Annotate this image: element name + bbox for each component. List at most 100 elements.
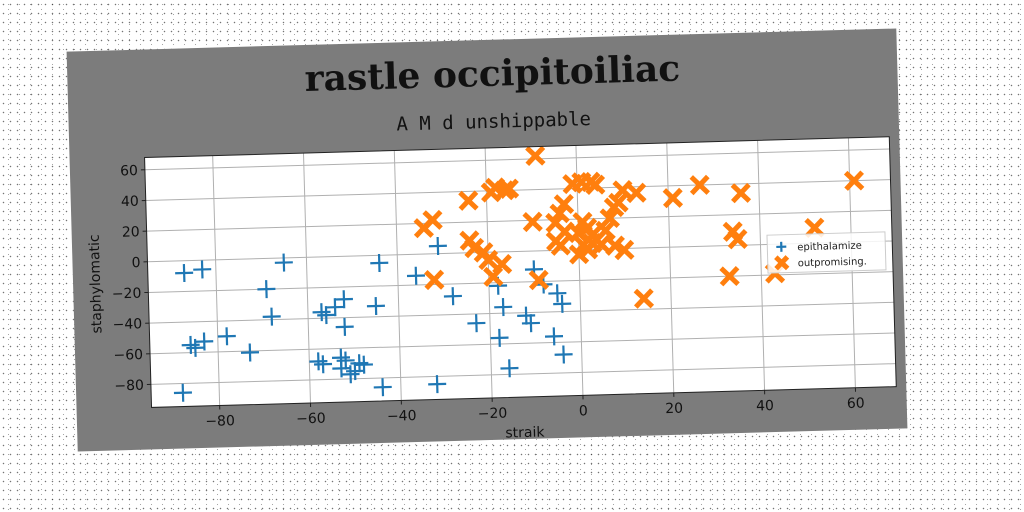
x-marker-point (498, 178, 520, 199)
y-tick-label: −60 (113, 347, 143, 364)
x-marker-point (604, 235, 626, 256)
x-marker-point (689, 174, 710, 196)
plus-marker-point (274, 253, 293, 272)
x-marker-point (843, 170, 865, 191)
x-marker-point (464, 237, 485, 259)
plus-marker-point (500, 359, 519, 378)
x-grid-line (757, 140, 766, 391)
x-marker-point (424, 269, 445, 291)
x-grid-line (212, 155, 221, 406)
plus-marker-point (406, 266, 426, 285)
plus-marker-point (354, 355, 373, 374)
legend-box (766, 231, 887, 274)
plus-marker-point (312, 303, 331, 322)
plus-marker-point (443, 287, 462, 306)
scatter-chart: rastle occipitoiliac A M d unshippable −… (87, 48, 897, 442)
plus-marker-point (494, 298, 513, 317)
x-marker-point (730, 182, 752, 204)
y-tick-label: 0 (131, 255, 140, 271)
legend-marker (774, 255, 790, 271)
y-axis-label: staphylomatic (87, 234, 106, 334)
y-tick-label: 40 (121, 194, 139, 210)
plus-marker-point (175, 264, 194, 283)
plus-marker-point (548, 284, 567, 303)
x-marker-point (549, 203, 570, 224)
plus-marker-point (341, 365, 360, 384)
plus-marker-point (428, 236, 447, 256)
plus-marker-point (326, 298, 345, 317)
y-grid-line (150, 332, 895, 355)
y-grid-line (145, 179, 891, 201)
x-marker-point (595, 220, 616, 241)
x-tick-label: −40 (387, 408, 417, 425)
x-marker-point (633, 288, 655, 309)
plus-marker-point (181, 335, 200, 354)
x-marker-point (582, 233, 603, 254)
y-tick-label: −80 (114, 378, 144, 395)
x-marker-point (553, 193, 575, 215)
y-grid-line (149, 301, 894, 324)
x-grid-line (302, 153, 311, 404)
x-tick-label: 20 (665, 401, 683, 417)
plus-marker-point (366, 297, 385, 316)
plus-marker-point (334, 290, 353, 309)
x-marker-point (550, 235, 571, 256)
y-grid-line (150, 363, 896, 385)
plus-marker-point (193, 260, 212, 279)
x-marker-point (522, 211, 543, 233)
x-tick-label: 40 (756, 398, 774, 414)
plus-marker-point (262, 307, 281, 326)
x-marker-point (525, 145, 546, 167)
y-tick-label: −40 (112, 316, 142, 333)
x-grid-line (393, 150, 402, 401)
axis-ticks: −80 −60 −40 −20 0 20 40 60 −80 −60 −40 −20 0 20 40 60 (112, 163, 865, 430)
plot-area (144, 136, 897, 408)
x-marker-point (612, 179, 633, 201)
x-tick-label: 0 (579, 403, 588, 419)
x-tick-label: 60 (847, 396, 865, 412)
y-grid-line (144, 148, 890, 171)
x-marker-point (422, 209, 443, 231)
plus-marker-point (544, 327, 564, 346)
x-tick-label: −80 (205, 413, 235, 430)
legend-label: outpromising. (798, 256, 867, 269)
plus-marker-point (309, 352, 328, 371)
x-marker-point (491, 253, 513, 275)
x-marker-point (727, 228, 748, 250)
y-tick-label: 60 (120, 163, 138, 179)
plus-marker-point (240, 343, 260, 362)
plus-marker-point (373, 378, 392, 397)
plus-marker-point (553, 294, 572, 313)
plus-marker-point (370, 253, 389, 273)
plus-marker-point (335, 317, 354, 336)
x-marker-point (614, 239, 635, 261)
x-grid-line (666, 142, 675, 393)
x-marker-point (585, 174, 606, 196)
chart-subtitle: A M d unshippable (396, 108, 591, 135)
plus-marker-point (346, 362, 365, 381)
plus-marker-point (314, 355, 333, 374)
legend: epithalamize outpromising. (766, 231, 887, 274)
plus-marker-point (521, 314, 540, 333)
plot-frame (144, 136, 897, 408)
plus-marker-point (257, 280, 276, 299)
x-tick-label: −20 (478, 406, 508, 423)
legend-marker (776, 241, 787, 252)
plus-marker-point (186, 338, 205, 357)
y-tick-label: −20 (112, 286, 142, 303)
plus-marker-point (332, 359, 351, 378)
plus-marker-point (317, 306, 336, 325)
y-tick-label: 20 (122, 224, 140, 240)
legend-label: epithalamize (797, 241, 862, 254)
x-marker-point (458, 190, 479, 211)
x-marker-point (478, 249, 499, 271)
data-points (173, 145, 865, 402)
x-marker-point (626, 182, 647, 204)
chart-title: rastle occipitoiliac (304, 48, 681, 100)
x-marker-point (528, 269, 550, 291)
plus-marker-point (467, 314, 486, 333)
x-tick-label: −60 (296, 411, 326, 428)
plus-marker-point (554, 345, 573, 364)
x-marker-point (662, 187, 684, 209)
plus-marker-point (173, 383, 192, 402)
